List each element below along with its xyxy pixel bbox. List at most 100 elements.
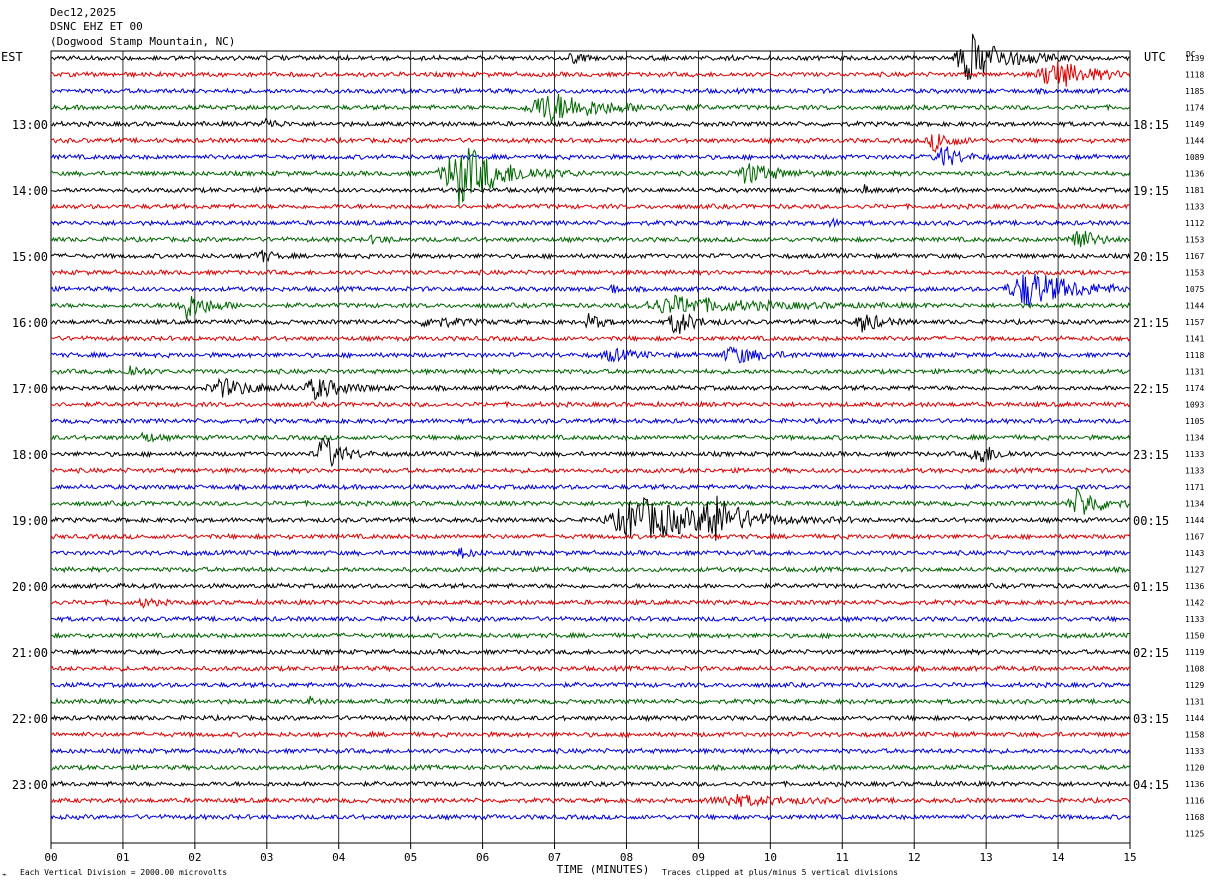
dc-offset-label: 1134: [1185, 500, 1204, 509]
seismic-trace: [50, 313, 1130, 334]
x-tick-label: 08: [620, 851, 633, 864]
dc-offset-label: 1112: [1185, 219, 1204, 228]
dc-offset-label: 1149: [1185, 120, 1204, 129]
dc-offset-label: 1181: [1185, 186, 1204, 195]
seismic-trace: [50, 294, 1131, 320]
dc-offset-label: 1174: [1185, 384, 1204, 393]
plot-frame: [50, 50, 1131, 844]
seismic-trace: [50, 794, 1131, 808]
seismic-trace: [50, 33, 1130, 80]
seismic-trace: [50, 582, 1130, 590]
x-tick-label: 07: [548, 851, 561, 864]
x-tick-label: 05: [404, 851, 417, 864]
x-axis-title: TIME (MINUTES): [557, 863, 650, 876]
dc-offset-label: 1171: [1185, 483, 1204, 492]
header-date: Dec12,2025: [50, 6, 116, 19]
dc-offset-label: 1144: [1185, 302, 1204, 311]
seismic-trace: [50, 614, 1131, 624]
grid-lines: [50, 50, 1131, 849]
seismic-trace: [50, 597, 1131, 609]
utc-hour-label: 20:15: [1133, 250, 1169, 264]
dc-offset-label: 1136: [1185, 170, 1204, 179]
est-hour-label: 21:00: [12, 646, 48, 660]
dc-offset-label: 1093: [1185, 401, 1204, 410]
dc-offset-label: 1105: [1185, 417, 1204, 426]
header-location: (Dogwood Stamp Mountain, NC): [50, 35, 235, 48]
utc-hour-label: 04:15: [1133, 778, 1169, 792]
dc-offset-label: 1174: [1185, 104, 1204, 113]
dc-offset-label: 1168: [1185, 813, 1204, 822]
dc-offset-label: 1133: [1185, 467, 1204, 476]
dc-offset-label: 1167: [1185, 533, 1204, 542]
seismic-trace: [50, 231, 1131, 248]
dc-offset-label: 1125: [1185, 830, 1204, 839]
seismic-trace: [50, 60, 1131, 87]
seismic-traces: [50, 33, 1131, 822]
dc-offset-label: 1141: [1185, 335, 1204, 344]
seismic-trace: [50, 631, 1130, 640]
seismic-trace: [50, 268, 1130, 277]
dc-offset-label: 1144: [1185, 137, 1204, 146]
x-tick-label: 10: [764, 851, 777, 864]
dc-offset-label: 1089: [1185, 153, 1204, 162]
utc-hour-label: 18:15: [1133, 118, 1169, 132]
est-hour-label: 17:00: [12, 382, 48, 396]
seismic-trace: [50, 483, 1131, 492]
dc-offset-label: 1136: [1185, 780, 1204, 789]
dc-offset-label: 1144: [1185, 714, 1204, 723]
x-tick-label: 01: [116, 851, 129, 864]
dc-offset-label: 1153: [1185, 236, 1204, 245]
seismic-trace: [50, 217, 1130, 229]
seismic-trace: [50, 249, 1131, 263]
x-tick-label: 09: [692, 851, 705, 864]
dc-offset-label: 1167: [1185, 252, 1204, 261]
est-hour-label: 16:00: [12, 316, 48, 330]
utc-zone-label: UTC: [1144, 50, 1166, 64]
dc-offset-label: 1153: [1185, 269, 1204, 278]
dc-offset-label: 1136: [1185, 582, 1204, 591]
seismic-trace: [50, 664, 1131, 673]
seismic-trace: [50, 184, 1131, 195]
dc-offset-label: 1157: [1185, 318, 1204, 327]
seismic-trace: [50, 648, 1131, 657]
seismic-trace: [50, 437, 1130, 468]
seismic-trace: [50, 713, 1131, 723]
dc-offset-label: 1185: [1185, 87, 1204, 96]
seismic-trace: [50, 133, 1131, 153]
seismic-trace: [50, 334, 1131, 343]
dc-offset-label: 1075: [1185, 285, 1204, 294]
dc-offset-label: 1143: [1185, 549, 1204, 558]
dc-offset-label: 1127: [1185, 566, 1204, 575]
dc-offset-label: 1133: [1185, 203, 1204, 212]
dc-offset-label: 1118: [1185, 351, 1204, 360]
utc-hour-label: 03:15: [1133, 712, 1169, 726]
utc-hour-label: 00:15: [1133, 514, 1169, 528]
dc-offset-label: 1119: [1185, 648, 1204, 657]
x-tick-label: 00: [44, 851, 57, 864]
utc-hour-label: 21:15: [1133, 316, 1169, 330]
seismic-trace: [50, 813, 1131, 822]
est-hour-label: 19:00: [12, 514, 48, 528]
seismic-trace: [51, 730, 1131, 739]
dc-offset-label: 1133: [1185, 747, 1204, 756]
seismic-trace: [50, 377, 1131, 401]
seismic-trace: [50, 273, 1131, 308]
dc-offset-label: 1142: [1185, 599, 1204, 608]
dc-offset-label: 1158: [1185, 731, 1204, 740]
seismic-trace: [50, 763, 1131, 772]
dc-offset-label: 1133: [1185, 450, 1204, 459]
dc-offset-label: 1120: [1185, 764, 1204, 773]
dc-offset-label: 1139: [1185, 54, 1204, 63]
est-zone-label: EST: [1, 50, 23, 64]
seismic-trace: [50, 146, 1130, 166]
utc-hour-label: 22:15: [1133, 382, 1169, 396]
est-hour-label: 14:00: [12, 184, 48, 198]
x-tick-label: 12: [908, 851, 921, 864]
est-hour-label: 23:00: [12, 778, 48, 792]
dc-offset-label: 1150: [1185, 632, 1204, 641]
seismic-trace: [50, 202, 1131, 211]
dc-offset-label: 1108: [1185, 665, 1204, 674]
seismic-trace: [50, 486, 1130, 515]
dc-offset-label: 1131: [1185, 368, 1204, 377]
header-station: DSNC EHZ ET 00: [50, 20, 143, 33]
